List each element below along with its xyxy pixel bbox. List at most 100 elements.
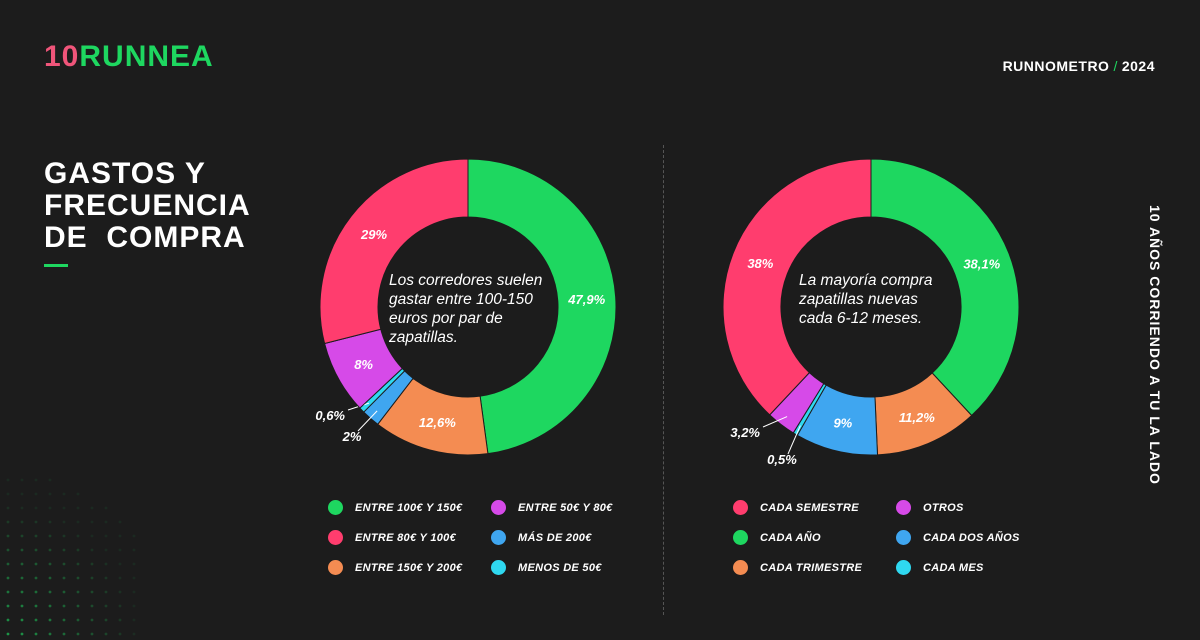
decor-dot: [104, 632, 108, 636]
decor-dot: [118, 590, 122, 594]
decor-dot: [6, 576, 10, 580]
legend-label: CADA SEMESTRE: [760, 501, 859, 514]
decor-dot: [104, 562, 108, 566]
decor-dot: [90, 548, 94, 552]
decor-dot: [62, 576, 66, 580]
chart-2-data-label-3: 9%: [833, 416, 852, 431]
chart-2-leader-line-5: [762, 416, 788, 428]
legend-swatch: [328, 530, 343, 545]
decor-dot: [90, 590, 94, 594]
decor-dot: [6, 506, 10, 510]
chart-2-data-label-5: 3,2%: [730, 425, 760, 440]
brand-year: 2024: [1121, 58, 1155, 74]
decor-dot: [90, 604, 94, 608]
brand-name: RUNNOMETRO: [1002, 58, 1110, 74]
decor-dot: [20, 604, 24, 608]
decor-dot: [90, 618, 94, 622]
decor-dot: [6, 492, 10, 496]
decor-dot: [118, 604, 122, 608]
legend-swatch: [733, 560, 748, 575]
decor-dot: [62, 632, 66, 636]
legend-label: CADA DOS AÑOS: [923, 531, 1020, 544]
decor-dot: [62, 520, 66, 524]
decor-dot: [76, 604, 80, 608]
chart-1-center-text: Los corredores suelen gastar entre 100-1…: [389, 272, 543, 346]
decor-dot: [104, 548, 108, 552]
chart-2-data-label-2: 11,2%: [899, 410, 935, 425]
decor-dot: [34, 506, 38, 510]
decor-dot: [48, 548, 52, 552]
decor-dot: [34, 492, 38, 496]
legend-swatch: [733, 530, 748, 545]
chart-1-data-label-3: 2%: [342, 429, 362, 444]
decor-dot: [34, 520, 38, 524]
chart-2-data-label-1: 38,1%: [963, 257, 1000, 272]
decor-dot: [90, 520, 94, 524]
decorative-dot-grid: [6, 478, 136, 636]
decor-dot: [48, 576, 52, 580]
decor-dot: [20, 618, 24, 622]
decor-dot: [20, 562, 24, 566]
decor-dot: [118, 576, 122, 580]
legend-label: CADA AÑO: [760, 531, 821, 544]
decor-dot: [132, 576, 136, 580]
logo-word: RUNNEA: [79, 40, 214, 73]
chart-1-legend-item: MENOS DE 50€: [491, 560, 602, 575]
title-line-3: DE COMPRA: [44, 221, 246, 254]
decor-dot: [104, 576, 108, 580]
chart-1-data-label-2: 12,6%: [419, 415, 456, 430]
decor-dot: [62, 604, 66, 608]
legend-swatch: [328, 500, 343, 515]
legend-label: MÁS DE 200€: [518, 531, 592, 544]
decor-dot: [20, 534, 24, 538]
chart-1-data-label-1: 47,9%: [567, 292, 605, 307]
decor-dot: [76, 492, 80, 496]
decor-dot: [118, 618, 122, 622]
decor-dot: [48, 520, 52, 524]
chart-2-center-text: La mayoría compra zapatillas nuevas cada…: [799, 272, 933, 327]
decor-dot: [20, 506, 24, 510]
decor-dot: [48, 604, 52, 608]
decor-dot: [34, 478, 38, 482]
decor-dot: [132, 618, 136, 622]
decor-dot: [104, 506, 108, 510]
chart-1-legend-item: ENTRE 100€ Y 150€: [328, 500, 462, 515]
chart-1-legend-item: ENTRE 80€ Y 100€: [328, 530, 456, 545]
decor-dot: [76, 632, 80, 636]
decor-dot: [20, 520, 24, 524]
chart-1-data-label-6: 29%: [360, 227, 387, 242]
decor-dot: [62, 618, 66, 622]
chart-1-slice-6: [319, 158, 469, 345]
decor-dot: [6, 562, 10, 566]
chart-1-data-label-4: 0,6%: [315, 408, 345, 423]
decor-dot: [104, 590, 108, 594]
decor-dot: [48, 506, 52, 510]
decor-dot: [118, 562, 122, 566]
decor-dot: [6, 534, 10, 538]
decor-dot: [34, 618, 38, 622]
decor-dot: [62, 562, 66, 566]
decor-dot: [90, 562, 94, 566]
decor-dot: [62, 492, 66, 496]
decor-dot: [76, 520, 80, 524]
chart-divider: [663, 145, 664, 615]
decor-dot: [48, 492, 52, 496]
chart-1-legend-item: MÁS DE 200€: [491, 530, 592, 545]
decor-dot: [34, 590, 38, 594]
decor-dot: [6, 604, 10, 608]
chart-2-slice-6: [722, 158, 872, 416]
chart-2-legend-item: CADA SEMESTRE: [733, 500, 859, 515]
legend-swatch: [491, 560, 506, 575]
decor-dot: [132, 562, 136, 566]
decor-dot: [34, 548, 38, 552]
legend-label: CADA MES: [923, 561, 984, 574]
legend-label: MENOS DE 50€: [518, 561, 602, 574]
decor-dot: [20, 590, 24, 594]
decor-dot: [34, 576, 38, 580]
decor-dot: [132, 632, 136, 636]
decor-dot: [132, 590, 136, 594]
decor-dot: [34, 562, 38, 566]
legend-swatch: [896, 560, 911, 575]
legend-swatch: [491, 500, 506, 515]
